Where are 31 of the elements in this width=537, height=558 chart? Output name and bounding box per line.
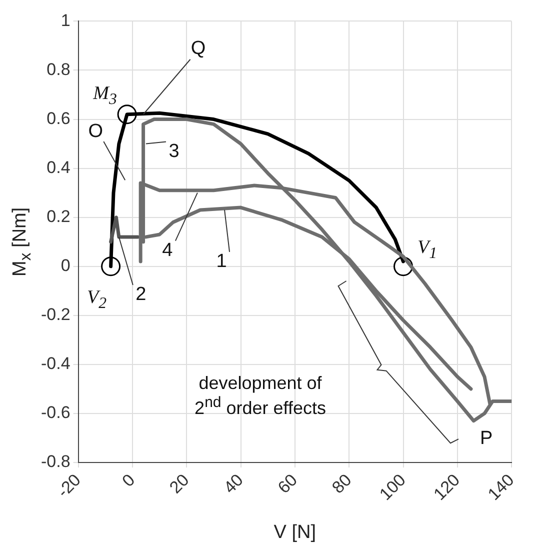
y-tick-label: -0.2	[40, 305, 70, 324]
x-tick-label: 0	[118, 470, 139, 491]
x-tick-label: 40	[220, 470, 247, 498]
x-tick-label: 120	[430, 470, 464, 504]
y-tick-label: 0.2	[46, 207, 70, 226]
x-tick-label: 20	[166, 470, 193, 498]
annotation: development of 2$^{nd}$ order effects	[194, 373, 327, 420]
y-tick-label: 0.8	[46, 60, 70, 79]
annotation: 1	[216, 250, 227, 273]
y-tick-label: -0.6	[40, 403, 70, 422]
annotation: Q	[190, 38, 206, 60]
annotation: 4	[162, 240, 173, 262]
annotation: O	[88, 120, 103, 143]
x-tick-label: 100	[376, 470, 410, 504]
annotation: 2	[136, 284, 146, 306]
y-tick-label: -0.4	[40, 354, 70, 374]
annotation: 3	[168, 140, 180, 163]
annotation: V$_{2}$	[87, 287, 107, 314]
x-tick-label: 80	[328, 470, 356, 498]
x-tick-label: 140	[484, 470, 518, 504]
x-tick-label: 60	[274, 470, 302, 498]
annotation: V$_{1}$	[417, 237, 438, 264]
y-tick-label: -0.8	[40, 452, 70, 472]
x-tick-label: -20	[54, 470, 84, 502]
annotation: M$_{3}$	[93, 83, 117, 110]
y-tick-label: 1	[60, 10, 70, 30]
y-tick-label: 0	[60, 256, 70, 276]
annotation: P	[480, 428, 493, 450]
y-tick-label: 0.6	[46, 108, 70, 128]
y-tick-label: 0.4	[46, 158, 70, 177]
x-axis-title: V [N]	[272, 522, 318, 544]
